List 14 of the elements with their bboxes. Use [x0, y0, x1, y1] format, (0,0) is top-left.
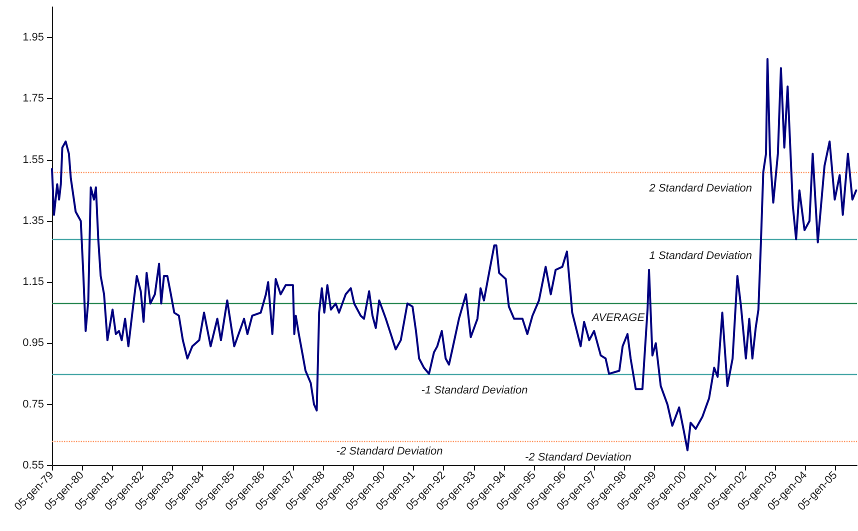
ref-line-label: 1 Standard Deviation: [649, 250, 752, 262]
y-tick-label: 1.95: [22, 32, 44, 44]
y-tick-label: 1.75: [22, 92, 44, 105]
ref-line-label: 2 Standard Deviation: [648, 182, 752, 195]
y-tick-label: 0.95: [22, 337, 44, 350]
annotation: -2 Standard Deviation: [525, 452, 632, 464]
ref-line-label: AVERAGE: [591, 312, 646, 324]
y-tick-label: 1.15: [22, 276, 44, 288]
y-tick-label: 0.55: [22, 460, 44, 472]
y-tick-label: 1.35: [22, 214, 44, 227]
ref-line-label: -2 Standard Deviation: [336, 446, 443, 458]
y-tick-label: 1.55: [22, 154, 44, 166]
ref-line-label: -1 Standard Deviation: [421, 384, 528, 396]
y-tick-label: 0.75: [22, 398, 44, 410]
